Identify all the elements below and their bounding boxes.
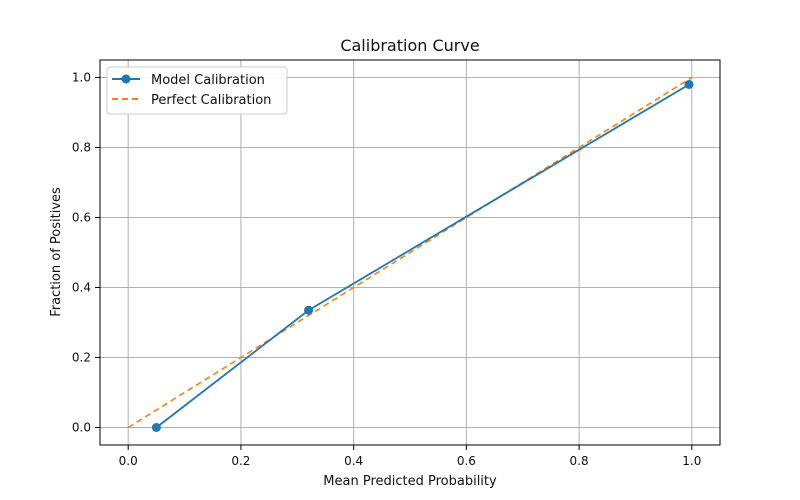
y-tick-label: 0.8	[72, 141, 91, 155]
legend-perfect-label: Perfect Calibration	[151, 93, 271, 108]
model-calibration-point	[151, 423, 161, 432]
legend-box	[106, 66, 288, 115]
model-calibration-point	[304, 305, 314, 315]
series-layer	[127, 76, 694, 432]
x-tick-label: 0.4	[344, 454, 363, 468]
model-calibration-line	[155, 83, 690, 429]
tick-layer: 0.0 0.2 0.4 0.6 0.8 1.0 0.0 0.2 0.4 0.6 0.8 1.0	[72, 71, 701, 469]
y-tick-label: 0.2	[72, 351, 91, 365]
x-tick-label: 0.8	[570, 454, 589, 468]
y-tick-label: 0.6	[72, 211, 91, 225]
y-axis-label: Fraction of Positives	[49, 187, 64, 317]
x-axis-label: Mean Predicted Probability	[323, 474, 497, 489]
legend-model-marker	[121, 74, 131, 84]
perfect-calibration-line	[127, 76, 693, 429]
x-tick-label: 1.0	[682, 454, 701, 468]
x-tick-label: 0.6	[457, 454, 476, 468]
y-tick-label: 1.0	[72, 71, 91, 85]
legend: Model Calibration Perfect Calibration	[106, 66, 288, 115]
y-tick-label: 0.4	[72, 281, 91, 295]
chart-title: Calibration Curve	[340, 36, 479, 55]
legend-model-label: Model Calibration	[151, 73, 265, 88]
x-tick-label: 0.2	[231, 454, 250, 468]
plot-frame	[99, 59, 721, 446]
x-tick-label: 0.0	[119, 454, 138, 468]
y-tick-label: 0.0	[72, 421, 91, 435]
model-calibration-point	[684, 80, 694, 89]
